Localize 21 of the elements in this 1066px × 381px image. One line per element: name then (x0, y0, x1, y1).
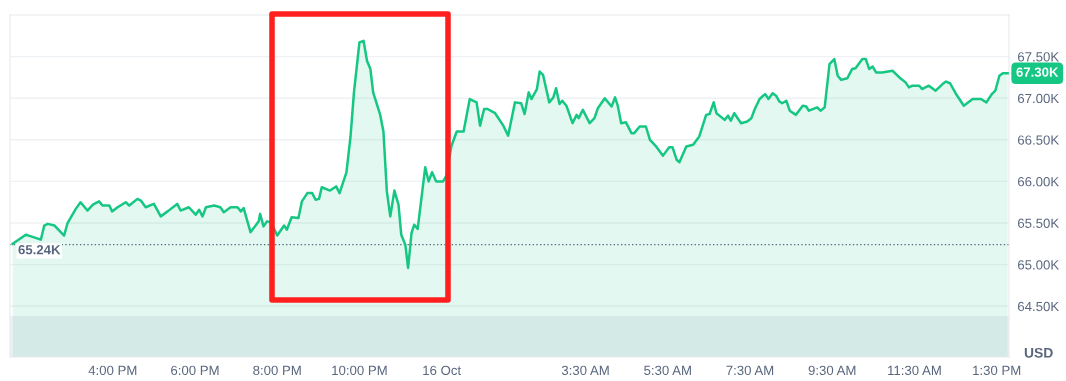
y-tick-label: 67.00K (1018, 93, 1059, 104)
x-tick-label: 9:30 AM (808, 365, 856, 376)
x-tick-label: 8:00 PM (253, 365, 301, 376)
x-tick-label: 6:00 PM (171, 365, 219, 376)
y-axis-title: USD (1024, 347, 1053, 358)
x-tick-label: 16 Oct (423, 365, 461, 376)
annotation: 67.30K (1016, 67, 1059, 77)
y-tick-label: 66.50K (1018, 135, 1059, 145)
x-tick-label: 3:30 AM (561, 365, 609, 376)
y-tick-label: 65.50K (1018, 218, 1059, 228)
y-tick-label: 64.50K (1018, 301, 1059, 312)
x-tick-label: 5:30 AM (644, 365, 691, 376)
x-tick-label: 11:30 AM (888, 365, 941, 376)
y-tick-label: 66.00K (1018, 176, 1059, 187)
x-tick-label: 7:30 AM (726, 365, 774, 376)
y-tick-label: 67.50K (1018, 52, 1059, 62)
x-tick-label: 10:00 PM (332, 365, 387, 376)
x-tick-label: 1:30 PM (973, 365, 1021, 376)
ref-line-label: 65.24K (18, 245, 61, 255)
y-tick-label: 65.00K (1018, 260, 1059, 270)
x-tick-label: 4:00 PM (88, 365, 137, 376)
